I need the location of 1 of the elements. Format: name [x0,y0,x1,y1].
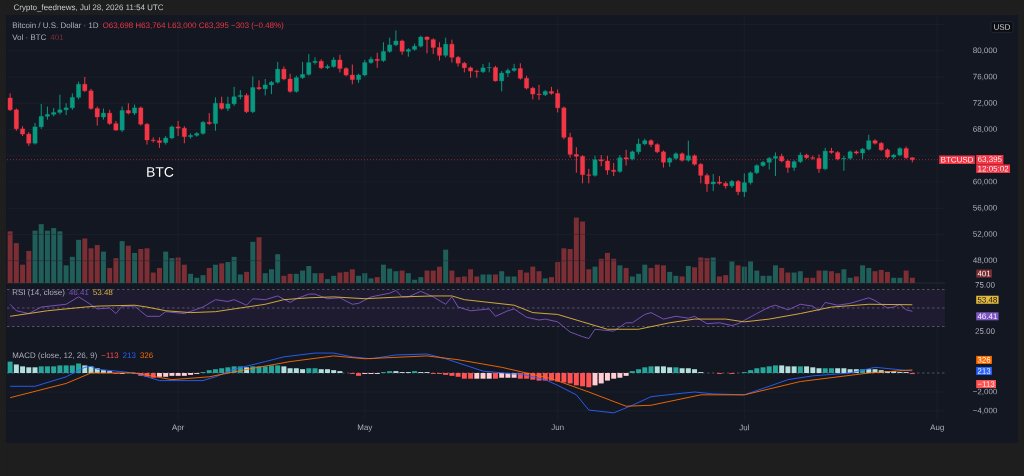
annotation: BTC [147,167,174,177]
